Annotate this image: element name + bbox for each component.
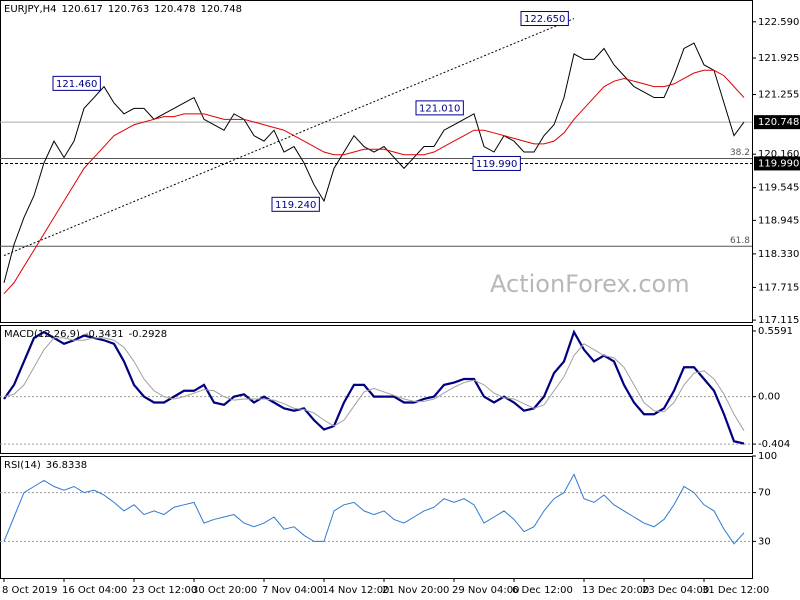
y-tick-label: 122.590 — [758, 17, 799, 28]
fib-label: 61.8 — [730, 236, 750, 246]
indicator-title: RSI(14) — [4, 460, 41, 471]
ohlc-value: 120.763 — [108, 4, 149, 15]
series-line — [3, 329, 745, 445]
panel-frame — [0, 325, 753, 454]
series-line — [3, 42, 745, 283]
ohlc-value: 120.617 — [62, 4, 103, 15]
annotation-label: 121.010 — [419, 103, 460, 114]
panel-frame — [0, 456, 753, 579]
fib-label: 38.2 — [730, 148, 750, 158]
y-tick-label: 120.160 — [758, 149, 799, 160]
annotation-label: 119.240 — [275, 200, 316, 211]
y-tick-label: 121.255 — [758, 90, 799, 101]
y-tick-label: 100 — [758, 451, 777, 462]
x-tick-label: 30 Oct 20:00 — [192, 585, 257, 596]
annotation-box — [52, 75, 101, 91]
symbol: EURJPY,H4 — [4, 4, 57, 15]
y-tick-label: 70 — [758, 488, 771, 499]
x-tick-label: 16 Oct 04:00 — [62, 585, 127, 596]
x-tick-label: 6 Dec 12:00 — [512, 585, 573, 596]
x-tick-label: 7 Nov 04:00 — [262, 585, 323, 596]
indicator-reading: -0.3431 — [85, 329, 124, 340]
y-tick-label: 30 — [758, 536, 771, 547]
x-tick-label: 14 Nov 12:00 — [322, 585, 389, 596]
x-tick-label: 23 Oct 12:00 — [132, 585, 197, 596]
watermark: ActionForex.com — [490, 270, 690, 298]
indicator-title: MACD(12,26,9) — [4, 329, 80, 340]
ohlc-value: 120.748 — [201, 4, 242, 15]
panel-frame — [0, 0, 753, 323]
y-tick-label: 0.00 — [758, 392, 780, 403]
price-tag — [754, 115, 800, 130]
series-line — [3, 473, 745, 545]
y-tick-label: -0.404 — [758, 439, 790, 450]
annotation-box — [520, 11, 569, 27]
x-tick-label: 8 Oct 2019 — [2, 585, 57, 596]
annotation-box — [415, 100, 464, 116]
y-tick-label: 0.5591 — [758, 326, 793, 337]
support-tag — [754, 156, 800, 171]
y-tick-label: 117.715 — [758, 282, 799, 293]
price-tag-label: 120.748 — [758, 117, 799, 128]
support-tag-label: 119.990 — [758, 158, 799, 169]
y-tick-label: 121.925 — [758, 53, 799, 64]
annotation-label: 119.990 — [476, 159, 517, 170]
indicator-reading: -0.2928 — [129, 329, 168, 340]
trendline — [3, 18, 575, 256]
annotation-label: 121.460 — [56, 79, 97, 90]
x-tick-label: 31 Dec 12:00 — [702, 585, 769, 596]
x-tick-label: 29 Nov 04:00 — [452, 585, 519, 596]
annotation-label: 122.650 — [524, 14, 565, 25]
ohlc-value: 120.478 — [154, 4, 195, 15]
series-line — [3, 337, 745, 431]
x-tick-label: 23 Dec 04:00 — [642, 585, 709, 596]
x-tick-label: 13 Dec 20:00 — [582, 585, 649, 596]
y-tick-label: 118.330 — [758, 249, 799, 260]
annotation-box — [271, 196, 320, 212]
series-line — [3, 69, 745, 295]
indicator-reading: 36.8338 — [46, 460, 87, 471]
y-tick-label: 118.945 — [758, 215, 799, 226]
y-tick-label: 117.115 — [758, 315, 799, 326]
y-tick-label: 119.545 — [758, 183, 799, 194]
annotation-box — [472, 155, 521, 171]
x-tick-label: 21 Nov 20:00 — [382, 585, 449, 596]
